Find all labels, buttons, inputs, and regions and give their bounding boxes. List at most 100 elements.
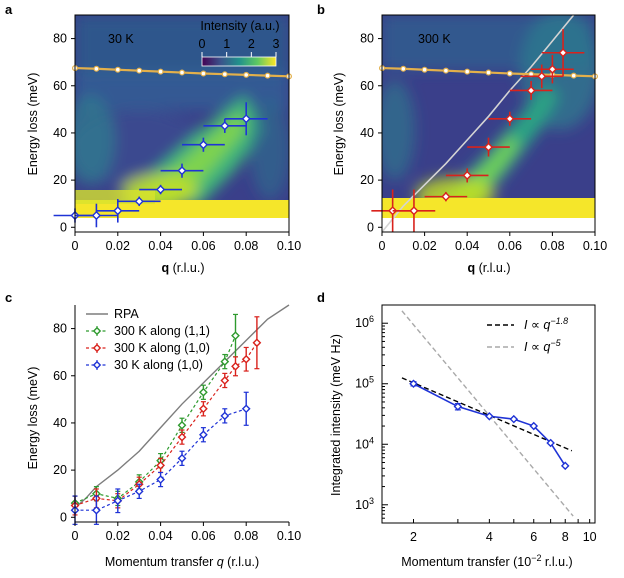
y-tick-label: 80: [53, 32, 67, 46]
colorbar-title: Intensity (a.u.): [200, 19, 279, 33]
data-point: [509, 414, 519, 424]
legend-swatch-marker: [92, 360, 102, 370]
data-point: [134, 196, 144, 206]
x-tick-label: 0.04: [455, 239, 479, 253]
data-point: [547, 64, 557, 74]
data-point: [560, 461, 570, 471]
data-point: [156, 461, 165, 470]
panel-b-temperature: 300 K: [418, 32, 451, 46]
phonon-point: [200, 70, 207, 77]
phonon-point: [136, 67, 143, 74]
phonon-point: [93, 65, 100, 72]
x-tick-label: 0: [379, 239, 386, 253]
data-point: [177, 432, 187, 442]
phonon-point: [114, 66, 121, 73]
y-tick-label: 20: [53, 463, 67, 477]
legend-label: I ∝ q−5: [524, 338, 562, 354]
phonon-point: [464, 68, 471, 75]
data-point: [252, 338, 262, 348]
y-tick-label: 20: [360, 173, 374, 187]
phonon-point: [421, 66, 428, 73]
panel-d-label: d: [317, 290, 325, 305]
panel-a-colorbar: Intensity (a.u.) 0 1 2 3: [199, 19, 280, 67]
data-point: [409, 379, 418, 389]
phonon-point: [264, 72, 271, 79]
colorbar-tick-label: 1: [223, 37, 230, 51]
phonon-point: [157, 68, 164, 75]
legend-rpa-label: RPA: [114, 307, 139, 321]
x-tick-label: 0.02: [106, 529, 130, 543]
x-tick-label: 10: [583, 530, 597, 544]
x-tick-label: 0.10: [583, 239, 607, 253]
series-line: [74, 342, 258, 507]
x-tick-label: 6: [530, 530, 537, 544]
y-tick-label: 105: [355, 375, 374, 391]
panel-b-heatmap: [382, 15, 595, 232]
panel-c-xlabel: Momentum transfer q (r.l.u.): [105, 555, 259, 569]
panel-b-ylabel: Energy loss (meV): [332, 73, 346, 176]
x-tick-label: 0.08: [234, 239, 258, 253]
panel-b-dispersion: [371, 29, 585, 232]
y-tick-label: 103: [355, 496, 374, 512]
data-point: [453, 402, 463, 411]
panel-a-frame: [74, 14, 290, 233]
panel-a-heatmap: [75, 15, 289, 232]
data-point: [483, 142, 494, 152]
panel-c-ylabel: Energy loss (meV): [26, 367, 40, 470]
data-point: [220, 357, 230, 366]
x-tick-label: 0.02: [106, 239, 130, 253]
x-tick-label: 0.06: [191, 529, 215, 543]
panel-d-xlabel: Momentum transfer (10−2 r.l.u.): [401, 553, 572, 569]
x-tick-label: 8: [562, 530, 569, 544]
data-point: [537, 71, 547, 81]
phonon-point: [485, 69, 492, 76]
panel-d-ylabel: Integrated intensity (meV Hz): [329, 334, 343, 496]
y-tick-label: 40: [53, 416, 67, 430]
data-point: [220, 121, 230, 131]
data-point: [156, 475, 165, 484]
intensity-line: [413, 383, 566, 467]
data-point: [113, 206, 123, 216]
y-tick-label: 80: [360, 32, 374, 46]
data-point: [546, 438, 555, 448]
phonon-point: [570, 72, 577, 79]
panel-a-xlabel: q (r.l.u.): [161, 261, 204, 275]
x-tick-label: 2: [410, 530, 417, 544]
data-point: [134, 486, 144, 496]
data-point: [462, 170, 472, 180]
x-tick-label: 0.08: [234, 529, 258, 543]
data-point: [199, 387, 208, 397]
fit-line-5: [401, 310, 574, 517]
legend-swatch-marker: [92, 343, 102, 353]
y-tick-label: 0: [367, 220, 374, 234]
y-tick-label: 60: [53, 79, 67, 93]
colorbar-tick-label: 2: [248, 37, 255, 51]
panel-a-label: a: [5, 2, 13, 17]
legend-label: 300 K along (1,1): [114, 324, 210, 338]
data-point: [441, 192, 451, 202]
phonon-point: [442, 67, 449, 74]
data-point: [529, 421, 539, 431]
legend-label: 300 K along (1,0): [114, 341, 210, 355]
x-tick-label: 0.08: [540, 239, 564, 253]
y-tick-label: 106: [355, 314, 374, 330]
y-tick-label: 0: [60, 220, 67, 234]
y-tick-label: 60: [360, 79, 374, 93]
panel-c-axes: 0 0.02 0.04 0.06 0.08 0.10 0 20 40 60 80: [53, 305, 301, 543]
data-point: [241, 114, 251, 124]
data-point: [526, 85, 536, 96]
data-point: [113, 496, 123, 506]
x-tick-label: 4: [486, 530, 493, 544]
panel-a: a Intensity (a.u.) 0 1 2 3 30 K: [5, 2, 301, 275]
phonon-point: [506, 70, 513, 77]
x-tick-label: 0.02: [412, 239, 436, 253]
data-point: [220, 376, 230, 385]
panel-d: d 2 4 6 8 10 103 104 105 106 I ∝ q−1.8 I ∝ q−5 Mo…: [317, 290, 597, 569]
x-tick-label: 0.06: [191, 239, 215, 253]
panel-b-xlabel: q (r.l.u.): [467, 261, 510, 275]
panel-c-legend: RPA 300 K along (1,1) 300 K along (1,0) 30 …: [86, 307, 210, 372]
data-point: [92, 505, 101, 515]
fit-line-1p8: [401, 377, 573, 452]
y-tick-label: 80: [53, 322, 67, 336]
